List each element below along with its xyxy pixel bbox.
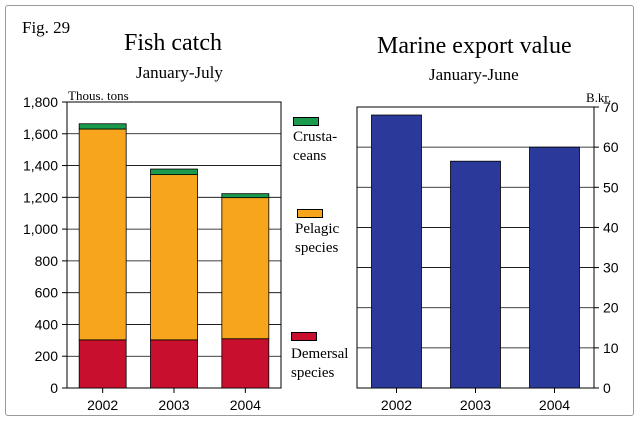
export-x-tick-label: 2002 bbox=[381, 397, 412, 413]
catch-y-tick-label: 1,600 bbox=[23, 126, 58, 142]
export-y-tick-label: 50 bbox=[603, 179, 619, 195]
export-y-tick-label: 10 bbox=[603, 340, 619, 356]
export-bar bbox=[529, 146, 580, 389]
export-y-tick-label: 0 bbox=[603, 380, 611, 396]
legend-swatch-pelagic bbox=[297, 209, 323, 218]
catch-y-tick-label: 1,400 bbox=[23, 158, 58, 174]
export-y-tick-label: 60 bbox=[603, 139, 619, 155]
catch-y-tick-label: 400 bbox=[35, 316, 59, 332]
catch-bar-demersal bbox=[150, 339, 198, 389]
export-bar bbox=[450, 160, 501, 389]
catch-chart: 0 200 400 600 800 1,000 1,200 1,400 1,600 1,800 20… bbox=[23, 94, 282, 413]
legend-label-demersal: Demersal species bbox=[291, 346, 349, 381]
catch-y-tick-label: 0 bbox=[50, 380, 58, 396]
export-x-tick-label: 2003 bbox=[460, 397, 491, 413]
catch-y-tick-label: 1,000 bbox=[23, 221, 58, 237]
export-chart-subtitle: January-June bbox=[429, 65, 519, 84]
catch-y-tick-label: 1,800 bbox=[23, 94, 58, 110]
catch-bar-crustaceans bbox=[221, 193, 270, 199]
catch-bar-crustaceans bbox=[150, 168, 198, 176]
catch-y-tick-label: 800 bbox=[35, 253, 59, 269]
export-y-tick-label: 20 bbox=[603, 300, 619, 316]
catch-y-tick-label: 600 bbox=[35, 285, 59, 301]
export-y-axis-label: B.kr. bbox=[586, 90, 612, 105]
export-chart-title: Marine export value bbox=[377, 33, 572, 59]
figure-frame bbox=[5, 5, 634, 416]
catch-bar-pelagic bbox=[221, 197, 270, 340]
catch-bar-pelagic bbox=[78, 128, 127, 341]
export-y-tick-label: 40 bbox=[603, 219, 619, 235]
catch-chart-title: Fish catch bbox=[124, 30, 222, 56]
catch-bar-crustaceans bbox=[78, 123, 127, 130]
catch-bar-demersal bbox=[78, 339, 127, 389]
export-y-tick-label: 70 bbox=[603, 99, 619, 115]
figure-label: Fig. 29 bbox=[22, 18, 71, 37]
legend-swatch-demersal bbox=[291, 332, 317, 341]
catch-x-tick-label: 2002 bbox=[87, 397, 118, 413]
catch-x-tick-label: 2004 bbox=[230, 397, 261, 413]
legend-label-crustaceans: Crusta- ceans bbox=[293, 129, 338, 164]
export-x-tick-label: 2004 bbox=[539, 397, 570, 413]
catch-y-tick-label: 200 bbox=[35, 348, 59, 364]
export-bar bbox=[371, 114, 422, 389]
catch-chart-subtitle: January-July bbox=[136, 63, 223, 82]
export-chart: 0 10 20 30 40 50 60 70 2002 2003 2004 bbox=[356, 99, 619, 413]
catch-y-tick-label: 1,200 bbox=[23, 189, 58, 205]
legend-label-pelagic: Pelagic species bbox=[295, 221, 340, 256]
catch-y-axis-label: Thous. tons bbox=[68, 88, 129, 103]
export-y-tick-label: 30 bbox=[603, 260, 619, 276]
catch-x-tick-label: 2003 bbox=[158, 397, 189, 413]
catch-bar-pelagic bbox=[150, 174, 198, 341]
legend-swatch-crustaceans bbox=[293, 117, 319, 126]
catch-bar-demersal bbox=[221, 338, 270, 389]
